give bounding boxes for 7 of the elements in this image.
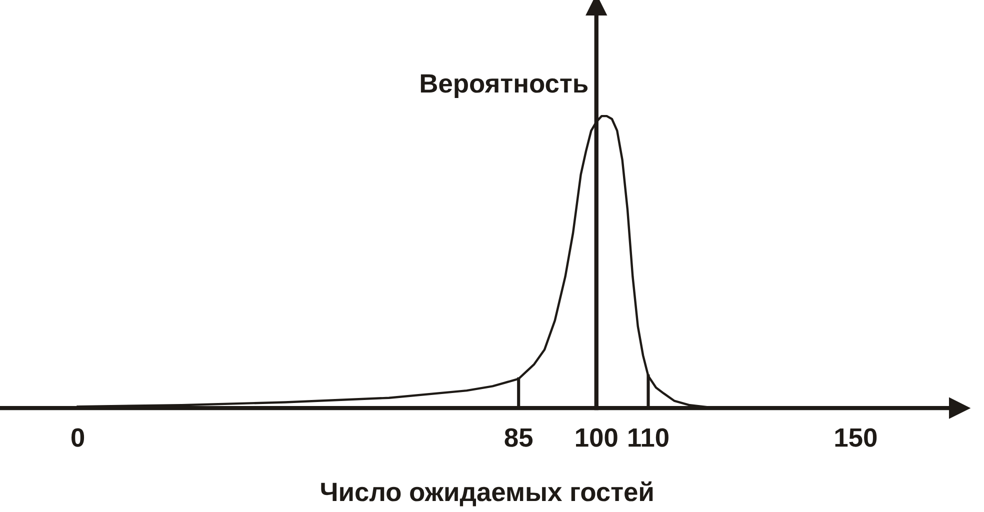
x-tick-label: 85 xyxy=(504,428,533,447)
x-tick-label: 110 xyxy=(628,428,668,447)
x-tick-label: 150 xyxy=(835,428,877,447)
x-axis-title: Число ожидаемых гостей xyxy=(321,481,653,506)
ref-line-label: Вероятность xyxy=(420,74,588,98)
x-tick-label: 0 xyxy=(71,428,84,447)
x-tick-label: 100 xyxy=(576,428,618,447)
